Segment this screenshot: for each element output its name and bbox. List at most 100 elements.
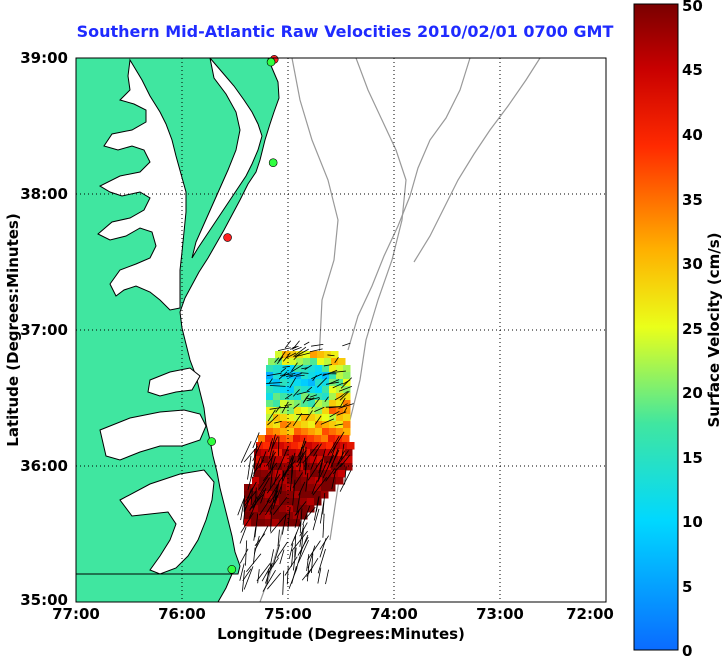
velocity-vector [277,347,291,352]
velocity-vector [337,450,346,465]
velocity-vector [292,479,296,506]
velocity-cell [326,442,334,450]
velocity-cell [307,491,315,499]
velocity-cell [301,400,309,408]
velocity-vector [258,475,270,490]
velocity-cell [261,449,269,457]
velocity-cell [279,491,287,499]
velocity-cell [286,491,294,499]
velocity-cell [294,393,302,401]
velocity-cell [343,372,351,380]
velocity-vector [278,371,288,380]
velocity-vector [311,373,322,380]
velocity-cell [294,428,302,436]
velocity-cell [273,421,281,429]
velocity-cell [324,463,332,471]
velocity-vector [269,549,275,566]
velocity-vector [290,452,296,469]
velocity-cell [336,372,344,380]
velocity-cell [336,414,344,422]
velocity-cell [338,463,346,471]
velocity-cell [342,435,350,443]
velocity-cell [280,365,288,373]
velocity-vector [317,567,322,584]
velocity-cell [343,428,351,436]
velocity-vector [299,508,303,533]
velocity-cell [287,407,295,415]
velocity-cell [303,449,311,457]
velocity-cell [312,442,320,450]
velocity-vector [291,454,293,479]
velocity-vector [317,548,326,574]
velocity-vector [293,521,302,541]
velocity-vector [297,453,305,467]
velocity-vector [282,457,293,482]
velocity-cell [322,414,330,422]
velocity-cell [343,414,351,422]
velocity-cell [266,477,274,485]
velocity-cell [263,442,271,450]
velocity-vector [269,407,281,410]
velocity-cell [324,358,332,366]
velocity-vector [276,541,288,559]
velocity-cell [301,407,309,415]
velocity-cell [296,470,304,478]
velocity-cell [301,386,309,394]
y-tick-label: 35:00 [20,591,68,609]
velocity-vector [260,488,267,504]
velocity-cell [280,421,288,429]
velocity-vector [289,466,294,492]
velocity-vector [304,506,316,521]
velocity-vector [299,524,304,547]
velocity-vector [274,357,280,363]
velocity-cell [244,491,252,499]
velocity-vector [267,414,279,426]
colorbar-label: Surface Velocity (cm/s) [705,232,723,428]
velocity-cell [266,400,274,408]
velocity-cell [329,400,337,408]
velocity-cell [287,386,295,394]
velocity-vector [289,377,297,389]
velocity-cell [254,456,262,464]
velocity-cell [279,512,287,520]
velocity-cell [258,498,266,506]
velocity-cell [322,386,330,394]
velocity-vector [239,548,249,564]
velocity-cell [275,351,283,359]
velocity-cell [293,498,301,506]
velocity-vector [332,448,339,463]
velocity-cell [265,512,273,520]
velocity-cell [310,351,318,359]
velocity-cell [331,449,339,457]
velocity-vector [267,557,280,574]
velocity-vector [237,497,245,516]
velocity-cell [314,435,322,443]
velocity-cell [315,414,323,422]
velocity-cell [287,365,295,373]
velocity-cell [282,351,290,359]
velocity-cell [307,484,315,492]
velocity-vector [267,409,276,422]
velocity-vector [340,377,353,389]
velocity-cell [280,393,288,401]
velocity-vector [341,443,345,460]
velocity-vector [288,567,298,589]
velocity-vector [292,472,303,489]
velocity-vector [240,498,245,521]
velocity-vector [278,445,289,470]
velocity-cell [272,505,280,513]
velocity-cell [319,442,327,450]
velocity-cell [317,449,325,457]
velocity-vector [267,572,282,590]
colorbar-tick: 50 [682,0,703,15]
velocity-vector [286,374,294,378]
velocity-cell [251,512,259,520]
velocity-vector [282,570,285,595]
velocity-cell [300,435,308,443]
velocity-cell [329,393,337,401]
velocity-cell [273,400,281,408]
velocity-cell [275,463,283,471]
velocity-vector [294,348,309,358]
velocity-vector [243,445,258,463]
velocity-cell [273,428,281,436]
